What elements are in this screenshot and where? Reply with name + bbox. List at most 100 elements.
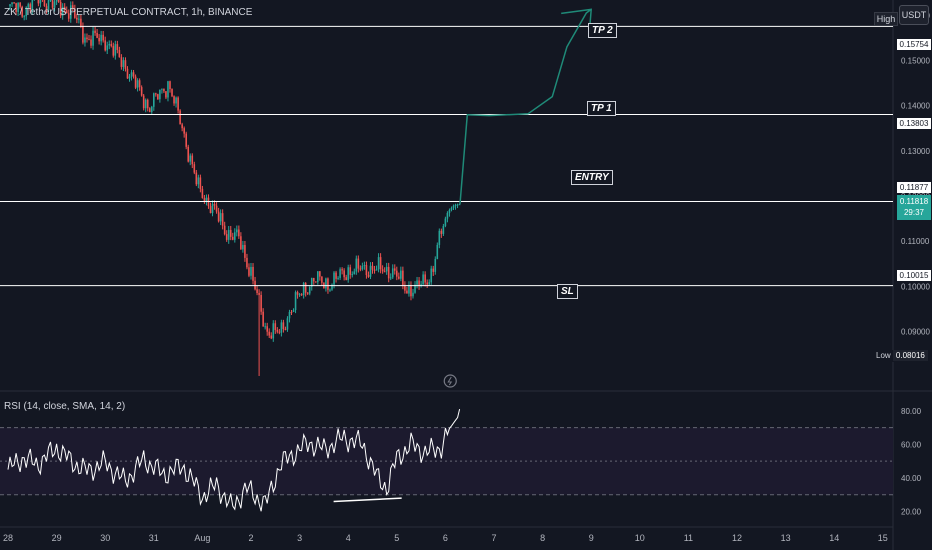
candle-body bbox=[185, 133, 187, 147]
candle bbox=[276, 327, 279, 334]
candle-body bbox=[430, 268, 433, 283]
candle-body bbox=[308, 286, 311, 294]
candle bbox=[302, 281, 305, 299]
candle-body bbox=[43, 0, 46, 7]
candle bbox=[377, 253, 380, 273]
candle-body bbox=[377, 257, 380, 270]
candle bbox=[335, 270, 337, 283]
candle-body bbox=[106, 45, 109, 51]
candle-body bbox=[410, 285, 412, 297]
candle-body bbox=[280, 322, 283, 333]
candle-body bbox=[47, 0, 50, 11]
candle bbox=[51, 0, 54, 10]
tp2-label[interactable]: TP 2 bbox=[588, 23, 617, 38]
candle-body bbox=[406, 290, 408, 294]
candle bbox=[343, 268, 345, 281]
candle-body bbox=[132, 72, 135, 77]
candle bbox=[49, 0, 52, 3]
candle-body bbox=[92, 30, 94, 46]
candle bbox=[98, 34, 100, 45]
candle-body bbox=[292, 310, 295, 313]
candle bbox=[444, 216, 447, 228]
candle bbox=[308, 286, 311, 296]
candle-body bbox=[219, 213, 222, 222]
candle bbox=[134, 74, 137, 90]
candle-body bbox=[408, 285, 410, 294]
entry-label[interactable]: ENTRY bbox=[571, 170, 613, 185]
candle-body bbox=[310, 277, 313, 287]
candle bbox=[396, 266, 398, 281]
candle bbox=[231, 232, 234, 241]
candle bbox=[128, 73, 131, 82]
candle-body bbox=[19, 2, 21, 7]
candle bbox=[306, 292, 309, 295]
candle-body bbox=[250, 266, 252, 276]
candle bbox=[422, 271, 424, 287]
candle-body bbox=[72, 5, 74, 9]
candle bbox=[25, 6, 28, 20]
candle bbox=[69, 1, 72, 23]
candle-body bbox=[65, 10, 68, 14]
candle-body bbox=[306, 292, 309, 294]
candle-body bbox=[436, 244, 439, 259]
candle-body bbox=[102, 34, 104, 41]
candle bbox=[106, 41, 109, 55]
candle-body bbox=[98, 37, 100, 42]
candle bbox=[317, 271, 319, 285]
candle bbox=[355, 255, 358, 275]
candle bbox=[183, 126, 185, 138]
high-button[interactable]: High bbox=[874, 12, 898, 26]
candle-body bbox=[458, 204, 461, 206]
candle-body bbox=[211, 203, 214, 214]
candle bbox=[442, 223, 445, 237]
candle-body bbox=[90, 39, 92, 46]
candle-body bbox=[225, 234, 228, 240]
price-axis-tick: 0.10000 bbox=[901, 282, 930, 291]
candle bbox=[108, 40, 111, 50]
candle-body bbox=[177, 97, 179, 111]
candle bbox=[248, 263, 250, 278]
candle-body bbox=[51, 0, 54, 8]
candle bbox=[39, 0, 42, 8]
candle-body bbox=[159, 89, 161, 100]
rsi-title[interactable]: RSI (14, close, SMA, 14, 2) bbox=[4, 401, 126, 412]
time-axis-tick: 29 bbox=[52, 533, 62, 543]
candle-body bbox=[391, 268, 394, 278]
candle bbox=[256, 285, 258, 296]
candle-body bbox=[215, 205, 218, 212]
candle bbox=[359, 265, 362, 272]
candle-body bbox=[136, 80, 139, 88]
symbol-title[interactable]: ZK / TetherUS PERPETUAL CONTRACT, 1h, BI… bbox=[4, 7, 253, 18]
candle-body bbox=[418, 280, 420, 287]
tp1-label[interactable]: TP 1 bbox=[587, 101, 616, 116]
candle-body bbox=[11, 2, 13, 5]
candle-body bbox=[25, 7, 28, 17]
candle bbox=[300, 293, 303, 296]
candle-body bbox=[414, 284, 416, 293]
candle-body bbox=[256, 289, 258, 293]
candle-body bbox=[53, 1, 56, 8]
candle bbox=[78, 14, 80, 24]
candle bbox=[353, 268, 356, 275]
currency-button[interactable]: USDT bbox=[899, 5, 929, 25]
candle-body bbox=[234, 232, 236, 240]
candle-body bbox=[321, 276, 323, 283]
candle bbox=[240, 232, 242, 250]
rsi-axis-tick: 80.00 bbox=[901, 407, 922, 416]
time-axis-tick: 31 bbox=[149, 533, 159, 543]
sl-label[interactable]: SL bbox=[557, 284, 578, 299]
candle-body bbox=[351, 274, 354, 276]
candle bbox=[96, 28, 98, 39]
lightning-icon bbox=[443, 374, 457, 388]
low-value: 0.08016 bbox=[892, 350, 928, 361]
candle bbox=[416, 276, 418, 289]
candle bbox=[432, 265, 435, 276]
candle-body bbox=[17, 2, 19, 12]
candle-body bbox=[183, 128, 185, 134]
candle-body bbox=[438, 230, 441, 245]
candle-body bbox=[404, 285, 406, 291]
candle bbox=[167, 80, 169, 102]
candle bbox=[74, 4, 76, 19]
time-axis-tick: 7 bbox=[491, 533, 496, 543]
